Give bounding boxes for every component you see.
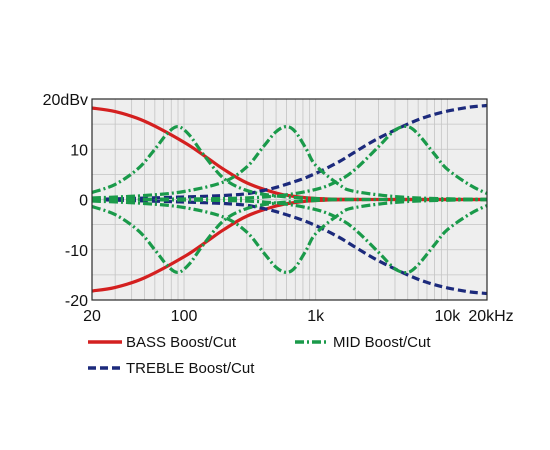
x-axis-ticks: 20 100 1k 10k 20kHz — [83, 308, 514, 325]
y-axis-ticks: 20dBv 10 0 -10 -20 — [43, 92, 88, 310]
series-line-mid-3 — [91, 197, 488, 275]
x-tick-label: 100 — [171, 308, 198, 325]
legend-entry: MID Boost/Cut — [295, 334, 431, 351]
series-line-mid-5 — [91, 197, 488, 274]
plot-frame — [91, 98, 488, 301]
series-line-bass-1 — [91, 197, 487, 293]
x-tick-label: 20kHz — [468, 308, 513, 325]
series-line-mid-4 — [91, 125, 488, 202]
legend-label: BASS Boost/Cut — [126, 334, 237, 351]
x-tick-label: 20 — [83, 308, 101, 325]
series-line-mid-6 — [91, 124, 488, 202]
series-line-mid-2 — [91, 124, 488, 202]
legend-entry: TREBLE Boost/Cut — [88, 360, 255, 377]
y-tick-label: 0 — [79, 193, 88, 210]
series-line-treble-9 — [91, 197, 488, 296]
legend-label: TREBLE Boost/Cut — [126, 360, 255, 377]
x-tick-label: 10k — [434, 308, 461, 325]
y-tick-label: 10 — [70, 142, 88, 159]
y-tick-label: -20 — [65, 293, 88, 310]
legend-entry: BASS Boost/Cut — [88, 334, 237, 351]
series-line-mid-7 — [91, 197, 488, 275]
x-tick-label: 1k — [307, 308, 325, 325]
curves — [91, 103, 488, 296]
series-line-treble-8 — [91, 103, 488, 202]
legend: BASS Boost/Cut MID Boost/Cut TREBLE Boost/… — [88, 334, 431, 377]
legend-label: MID Boost/Cut — [333, 334, 431, 351]
y-tick-label: -10 — [65, 243, 88, 260]
y-tick-label: 20dBv — [43, 92, 88, 109]
